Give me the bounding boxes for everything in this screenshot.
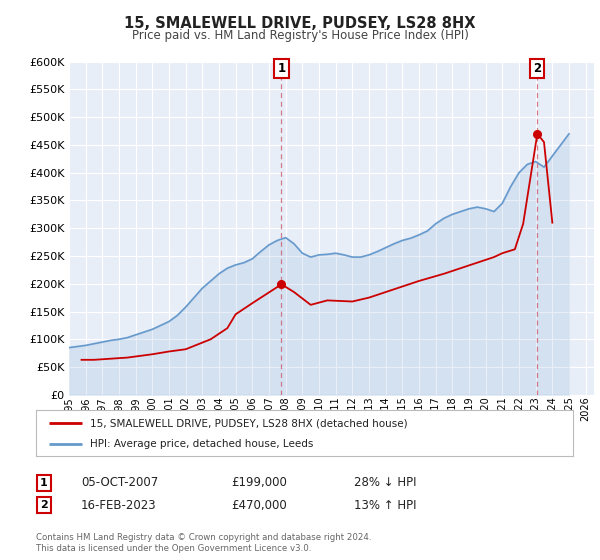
Text: £470,000: £470,000	[231, 498, 287, 512]
Text: 28% ↓ HPI: 28% ↓ HPI	[354, 476, 416, 489]
Text: 16-FEB-2023: 16-FEB-2023	[81, 498, 157, 512]
Text: £199,000: £199,000	[231, 476, 287, 489]
Text: 1: 1	[40, 478, 47, 488]
Text: 13% ↑ HPI: 13% ↑ HPI	[354, 498, 416, 512]
Text: 1: 1	[277, 62, 286, 74]
Text: 05-OCT-2007: 05-OCT-2007	[81, 476, 158, 489]
Text: Contains HM Land Registry data © Crown copyright and database right 2024.
This d: Contains HM Land Registry data © Crown c…	[36, 533, 371, 553]
Text: 15, SMALEWELL DRIVE, PUDSEY, LS28 8HX: 15, SMALEWELL DRIVE, PUDSEY, LS28 8HX	[124, 16, 476, 31]
Text: 2: 2	[533, 62, 541, 74]
Text: 15, SMALEWELL DRIVE, PUDSEY, LS28 8HX (detached house): 15, SMALEWELL DRIVE, PUDSEY, LS28 8HX (d…	[90, 418, 407, 428]
Text: HPI: Average price, detached house, Leeds: HPI: Average price, detached house, Leed…	[90, 438, 313, 449]
Text: Price paid vs. HM Land Registry's House Price Index (HPI): Price paid vs. HM Land Registry's House …	[131, 29, 469, 42]
Text: 2: 2	[40, 500, 47, 510]
